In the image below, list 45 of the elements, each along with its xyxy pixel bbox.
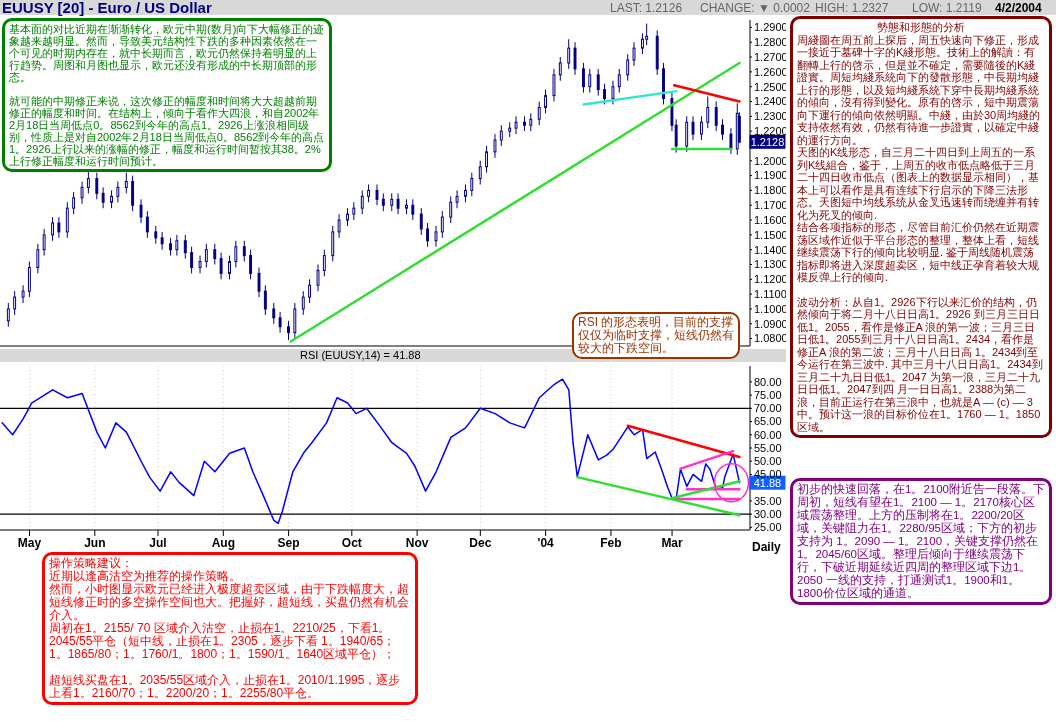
text: 初步的快速回落，在1。2100附近告一段落。下周初，短线有望在1。2100 — 1。2170核心区域震荡整理。上方的压制将在1。2200/20区域，关键阻力在1。2280/95区域；下方的初步支持为 1。2090 — 1。2100，关键支撑仍然在1。2045/60区域。整理后倾向于继续震荡下行，下破近期延续近四周的整理区域下边1。2050 一线的支持，打通测试1。1900和1。1800价位区域的通道。 — [797, 483, 1045, 599]
x-tick-label: Nov — [405, 535, 429, 550]
x-tick-label: Feb — [600, 535, 622, 550]
x-tick-label: Aug — [211, 535, 235, 550]
y-tick-label: 75.00 — [754, 389, 782, 401]
x-tick-label: Jul — [149, 535, 167, 550]
y-tick-label: 25.00 — [754, 521, 782, 534]
x-tick-label: Jun — [84, 535, 106, 550]
x-tick-label: Sep — [277, 535, 300, 550]
y-tick-label: 65.00 — [754, 415, 782, 428]
chart-title: EUUSY [20] - Euro / US Dollar — [2, 0, 212, 16]
text: LAST: 1.2126 — [610, 1, 683, 15]
y-tick-label: 60.00 — [754, 428, 782, 441]
text: 波动分析：从自1。2926下行以来汇价的结构，仍然倾向于将二月十八日日高1。2926 到三月三日日低1。2055，看作是修正A 浪的第一波；三月三日日低1。2055到三月十八日日高1。2434，看作是修正A 浪的第二波；三月十八日日高 1。2434到至今运行在第三波中. 其中三月十八日日高1。2434到三月二十九日日低1。2047 为第一浪，三月二十九日日低1。2047到四 月一日日高1。2388为第二浪，目前正运行在第三浪中，也就是A — (c) — 3 中。预计这一浪的目标价位在1。1760 — 1。1850区域。 — [797, 295, 1043, 433]
text: HIGH: 1.2327 — [815, 1, 889, 15]
y-tick-label: 50.00 — [754, 455, 782, 468]
text: 操作策略建议： — [49, 556, 134, 570]
text: 周綫圖在周五前上探后，周五快速向下修正，形成一接近于墓碑十字的K綫形態。技術上的解讀：有翻轉上行的啓示，但是並不確定，需要隨後的K綫證實。周短均綫系統向下的發散形態，中長期均綫上行的形態，以及短均綫系統下穿中長期均綫系統的傾向，沒有得到變化。原有的啓示，短中期震蕩向下運行的傾向依然明顯。中綫，由於30周均綫的支持依然有效，仍然有待進一步證實，以確定中綫的運行方向。 — [797, 33, 1041, 146]
y-tick-label: 1.1100 — [754, 288, 787, 301]
y-tick-label: 55.00 — [754, 441, 782, 454]
text: Daily — [752, 540, 781, 554]
text: CHANGE: ▼ 0.0002 — [700, 1, 810, 15]
annotation: 就可能的中期修正来说，这次修正的幅度和时间将大大超越前期修正的幅度和时间。在结构上，倾向于看作大四浪，和自2002年2月18日当周低点0。8562到今年的高点1。2926上涨浪相同级别，性质上是对自2002年2月18日当周低点0。8562到今年的高点1。2926上行以来的涨幅的修正，幅度和运行时间暂按其38。2%上行修正幅度和运行时间预计。 — [9, 95, 325, 167]
y-tick-label: 30.00 — [754, 508, 782, 521]
text: 然而，小时图显示欧元已经进入极度超卖区域，由于下跌幅度大，超短线修正时的多空操作空间也大。把握好，超短线，买盘仍然有机会介入。 — [49, 582, 410, 622]
y-tick-label: 35.00 — [754, 494, 782, 507]
text: 超短线买盘在1。2035/55区域介入，止损在1。2010/1.1995，逐步上看1。2160/70；1。2200/20；1。2255/80平仓。 — [49, 673, 402, 700]
y-tick-label: 80.00 — [754, 375, 782, 388]
x-tick-label: May — [17, 535, 42, 550]
x-tick-label: Oct — [341, 535, 362, 550]
x-tick-label: Mar — [661, 535, 684, 550]
y-tick-label: 70.00 — [754, 402, 782, 415]
text: 近期以逢高沽空为推荐的操作策略。 — [49, 569, 241, 583]
x-tick-label: '04 — [537, 535, 555, 550]
text: 天图的K线形态，自三月二十四日到上周五的一系列K线組合，鉴于，上周五的收市低点略低于三月二十四日收市低点（图表上的数据显示相同），基本上可以看作是具有连续下行启示的下降三法形态。天图短中均线系统从金叉迅速转而绕缠并有转化为死叉的倾向. — [797, 146, 1040, 221]
annotation: RSI 的形态表明，目前的支撑仅仅为临时支撑，短线仍然有较大的下跌空间。 — [572, 312, 740, 359]
annotation: 1.2128 — [750, 135, 785, 148]
annotation: 基本面的对比近期在渐渐转化，欧元中期(数月)向下大幅修正的迹象越来越明显。然而，导致美元结构性下跌的多种因素依然在一个可见的时期内存在，就中长期而言，欧元仍然保持着明显的上行趋势。周图和月图也显示，欧元还没有形成的中长期顶部的形态。 — [9, 23, 325, 83]
text: 4/2/2004 — [995, 1, 1042, 15]
text: 勢態和形態的分析 — [876, 21, 966, 34]
text: 周初在1。2155/ 70 区域介入沽空，止损在1。2210/25，下看1。2045/55平仓（短中线，止损在1。2305，逐步下看 1。1940/65；1。1865/80；1。1760/1。1800；1。1590/1。1640区域平仓）； — [49, 621, 397, 661]
chart-title: RSI (EUUSY,14) = 41.88 — [300, 349, 421, 362]
x-tick-label: Dec — [469, 535, 492, 550]
text: 结合各项指标的形态，尽管目前汇价仍然在近期震荡区域作近似于平台形态的整理，整体上看，短线继续震荡下行的倾向比较明显. 鉴于周线随机震荡指标即将进入深度超卖区，短中线正孕育着较大规模反弹上行的倾向. — [797, 221, 1040, 284]
text: LOW: 1.2119 — [912, 1, 982, 15]
